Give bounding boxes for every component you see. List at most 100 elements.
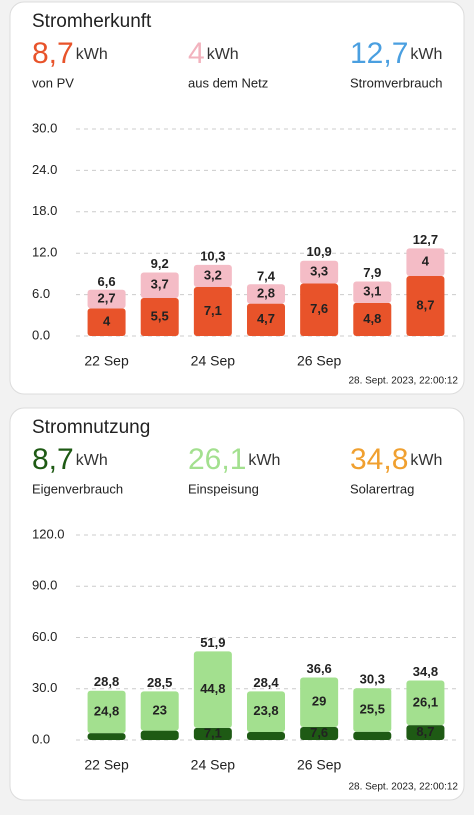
y-tick-label: 0.0 bbox=[32, 731, 50, 746]
total-label: 28,8 bbox=[94, 674, 119, 689]
timestamp: 28. Sept. 2023, 22:00:12 bbox=[348, 782, 458, 793]
stat-label: Einspeisung bbox=[188, 481, 259, 496]
timestamp: 28. Sept. 2023, 22:00:12 bbox=[348, 376, 458, 387]
y-tick-label: 12.0 bbox=[32, 245, 57, 260]
stat: 8,7 kWh bbox=[32, 443, 108, 476]
bar-segment bbox=[406, 680, 445, 726]
bar-segment bbox=[247, 284, 285, 304]
value-label: 29 bbox=[312, 694, 326, 709]
x-tick-label: 24 Sep bbox=[191, 757, 236, 773]
value-label: 4,7 bbox=[257, 311, 275, 326]
card-title: Stromherkunft bbox=[32, 11, 152, 32]
total-label: 9,2 bbox=[151, 256, 169, 271]
stat-unit: kWh bbox=[410, 452, 442, 469]
y-tick-label: 30.0 bbox=[32, 120, 57, 135]
total-label: 7,4 bbox=[257, 268, 276, 283]
stat-value: 12,7 bbox=[350, 37, 408, 70]
bar-segment bbox=[300, 260, 339, 284]
stat-unit: kWh bbox=[207, 46, 239, 63]
value-label: 3,3 bbox=[310, 264, 328, 279]
total-label: 30,3 bbox=[360, 672, 385, 687]
value-label: 44,8 bbox=[200, 681, 225, 696]
y-tick-label: 24.0 bbox=[32, 162, 57, 177]
stat-label: Solarertrag bbox=[350, 481, 414, 496]
bar-segment bbox=[140, 730, 179, 740]
bar-segment bbox=[353, 302, 392, 336]
stat-unit: kWh bbox=[76, 46, 108, 63]
value-label: 7,6 bbox=[310, 725, 328, 740]
bar-segment bbox=[247, 731, 285, 740]
bar-segment bbox=[353, 688, 392, 732]
value-label: 4 bbox=[422, 254, 430, 269]
stat: 8,7 kWh bbox=[32, 37, 108, 70]
bar-segment bbox=[353, 281, 392, 303]
bar-segment bbox=[247, 691, 285, 732]
stat-value: 8,7 bbox=[32, 37, 74, 70]
x-tick-label: 26 Sep bbox=[297, 353, 342, 369]
y-tick-label: 6.0 bbox=[32, 286, 50, 301]
value-label: 5,5 bbox=[151, 308, 169, 323]
y-tick-label: 18.0 bbox=[32, 203, 57, 218]
bar-segment bbox=[300, 727, 339, 740]
bar-segment bbox=[87, 289, 126, 309]
bar-segment bbox=[87, 690, 126, 734]
bar-segment bbox=[300, 283, 339, 336]
value-label: 23,8 bbox=[253, 703, 278, 718]
x-tick-label: 22 Sep bbox=[84, 353, 129, 369]
value-label: 8,7 bbox=[416, 297, 434, 312]
total-label: 28,5 bbox=[147, 675, 172, 690]
value-label: 2,8 bbox=[257, 285, 275, 300]
value-label: 7,1 bbox=[204, 303, 222, 318]
value-label: 26,1 bbox=[413, 694, 438, 709]
value-label: 23 bbox=[152, 702, 166, 717]
bar-segment bbox=[87, 733, 126, 740]
y-tick-label: 120.0 bbox=[32, 526, 65, 541]
value-label: 7,6 bbox=[310, 301, 328, 316]
value-label: 4,8 bbox=[363, 311, 381, 326]
stat-value: 8,7 bbox=[32, 443, 74, 476]
value-label: 25,5 bbox=[360, 701, 385, 716]
value-label: 3,7 bbox=[151, 277, 169, 292]
stat-label: Stromverbrauch bbox=[350, 75, 442, 90]
stat-label: Eigenverbrauch bbox=[32, 481, 123, 496]
value-label: 2,7 bbox=[98, 291, 116, 306]
bar-segment bbox=[140, 272, 179, 299]
stat-value: 26,1 bbox=[188, 443, 246, 476]
stat: 34,8 kWh bbox=[350, 443, 442, 476]
bar-segment bbox=[140, 298, 179, 336]
value-label: 24,8 bbox=[94, 703, 119, 718]
y-tick-label: 30.0 bbox=[32, 680, 57, 695]
x-tick-label: 24 Sep bbox=[191, 353, 236, 369]
total-label: 10,9 bbox=[306, 244, 331, 259]
bar-segment bbox=[140, 691, 179, 731]
card-title: Stromnutzung bbox=[32, 417, 150, 438]
bar-segment bbox=[406, 248, 445, 276]
y-tick-label: 0.0 bbox=[32, 327, 50, 342]
stat-unit: kWh bbox=[410, 46, 442, 63]
bar-segment bbox=[193, 287, 232, 336]
value-label: 3,1 bbox=[363, 284, 381, 299]
stat-label: von PV bbox=[32, 75, 74, 90]
total-label: 10,3 bbox=[200, 248, 225, 263]
bar-segment bbox=[247, 303, 285, 336]
stat-value: 4 bbox=[188, 37, 205, 70]
stat: 4 kWh bbox=[188, 37, 239, 70]
total-label: 12,7 bbox=[413, 232, 438, 247]
total-label: 51,9 bbox=[200, 635, 225, 650]
value-label: 3,2 bbox=[204, 267, 222, 282]
bar-segment bbox=[353, 731, 392, 740]
total-label: 34,8 bbox=[413, 664, 438, 679]
bar-segment bbox=[193, 727, 232, 740]
total-label: 28,4 bbox=[253, 675, 279, 690]
total-label: 36,6 bbox=[306, 661, 331, 676]
stat-value: 34,8 bbox=[350, 443, 408, 476]
x-tick-label: 22 Sep bbox=[84, 757, 129, 773]
stat-unit: kWh bbox=[76, 452, 108, 469]
value-label: 8,7 bbox=[416, 724, 434, 739]
stat: 12,7 kWh bbox=[350, 37, 442, 70]
x-tick-label: 26 Sep bbox=[297, 757, 342, 773]
y-tick-label: 90.0 bbox=[32, 578, 57, 593]
value-label: 4 bbox=[103, 314, 111, 329]
value-label: 7,1 bbox=[204, 725, 222, 740]
stat-unit: kWh bbox=[248, 452, 280, 469]
